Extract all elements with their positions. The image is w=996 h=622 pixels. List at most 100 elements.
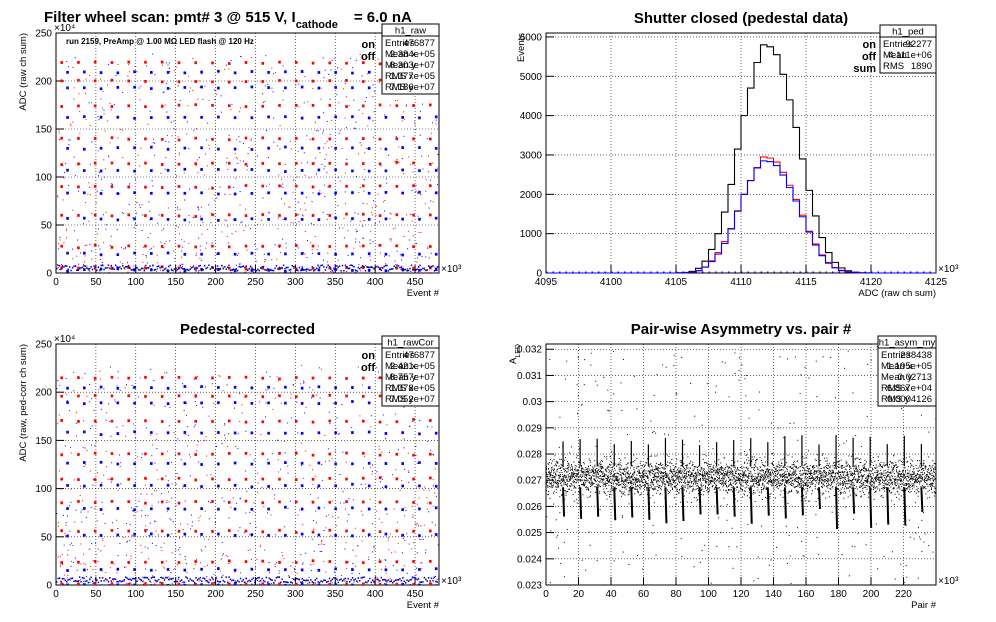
scatter-point: [324, 158, 326, 160]
cluster-mark-on: [429, 184, 432, 188]
asym-point: [604, 491, 606, 493]
scatter-point: [89, 244, 91, 246]
scatter-point: [366, 73, 368, 75]
scatter-point: [346, 270, 348, 272]
scatter-point: [230, 506, 232, 508]
baseline-point: [343, 578, 345, 581]
cluster-mark-off: [401, 533, 404, 537]
cluster-mark-on: [378, 560, 382, 564]
scatter-point: [331, 582, 333, 584]
scatter-point: [395, 469, 397, 471]
cluster-mark-off: [418, 568, 421, 571]
cluster-mark-on: [93, 243, 97, 247]
cluster-mark-on: [60, 453, 63, 457]
scatter-point: [274, 272, 276, 273]
scatter-point: [263, 253, 265, 255]
cluster-mark-on: [144, 419, 147, 423]
baseline-bin: [734, 271, 736, 273]
scatter-point: [176, 473, 178, 475]
baseline-point: [242, 578, 245, 581]
baseline-point: [294, 579, 296, 581]
asym-point: [589, 481, 591, 483]
scatter-point: [328, 514, 330, 516]
stats-value: 476877: [403, 350, 435, 361]
scatter-point: [95, 195, 97, 197]
scatter-point: [117, 63, 119, 65]
asym-point: [649, 470, 651, 472]
baseline-point: [366, 266, 368, 268]
cluster-mark-off: [116, 583, 120, 585]
scatter-point: [189, 475, 191, 477]
scatter-point: [130, 555, 132, 557]
asym-point: [577, 470, 579, 472]
cluster-mark-on: [227, 62, 231, 65]
asym-point: [653, 469, 655, 471]
asym-point: [624, 468, 626, 470]
cluster-mark-on: [395, 420, 399, 424]
cluster-mark-on: [294, 419, 298, 423]
asym-point: [593, 475, 595, 477]
cluster-mark-on: [93, 394, 97, 397]
scatter-point: [191, 525, 193, 527]
scatter-point: [80, 563, 82, 565]
scatter-point: [182, 246, 184, 248]
scatter-point: [113, 103, 115, 105]
scatter-point: [155, 272, 157, 273]
cluster-mark-off: [367, 147, 371, 150]
asym-point: [611, 462, 613, 464]
scatter-point: [340, 574, 342, 576]
scatter-point: [110, 109, 112, 111]
scatter-point: [210, 502, 212, 504]
cluster-mark-on: [227, 80, 231, 84]
asym-point: [669, 461, 671, 463]
scatter-point: [242, 143, 244, 145]
asym-point: [621, 491, 623, 493]
cluster-mark-on: [211, 161, 214, 165]
asym-point: [557, 484, 559, 486]
scatter-point: [316, 249, 318, 251]
scatter-point: [265, 584, 267, 585]
scatter-point: [299, 208, 301, 210]
scatter-point: [232, 497, 234, 499]
scatter-point: [420, 562, 422, 564]
scatter-point: [437, 154, 439, 156]
baseline-point: [287, 266, 289, 269]
asym-point: [634, 470, 636, 472]
cluster-mark-off: [267, 507, 270, 511]
baseline-point: [199, 264, 202, 267]
baseline-bin: [773, 271, 775, 273]
scatter-point: [298, 106, 300, 108]
baseline-point: [78, 267, 81, 270]
asym-point: [637, 478, 639, 480]
cluster-mark-on: [395, 452, 399, 456]
scatter-point: [129, 539, 131, 541]
scatter-point: [337, 259, 339, 261]
asym-point: [646, 475, 648, 477]
scatter-point: [66, 60, 68, 62]
cluster-mark-on: [77, 214, 80, 217]
asym-point: [618, 470, 620, 472]
scatter-point: [431, 426, 433, 428]
asym-point: [674, 482, 676, 484]
baseline-point: [354, 578, 357, 580]
baseline-point: [297, 269, 299, 272]
scatter-point: [98, 175, 100, 177]
cluster-mark-on: [77, 500, 80, 503]
cluster-mark-on: [412, 477, 415, 481]
asym-point: [665, 476, 667, 478]
scatter-point: [179, 100, 181, 102]
scatter-point: [140, 544, 142, 546]
scatter-point: [205, 247, 207, 249]
baseline-point: [265, 576, 268, 579]
cluster-mark-on: [278, 214, 281, 217]
scatter-point: [370, 426, 372, 428]
cluster-mark-off: [99, 87, 103, 91]
asym-point: [686, 476, 688, 478]
scatter-point: [198, 156, 200, 158]
scatter-point: [193, 378, 195, 380]
asym-point: [586, 479, 588, 481]
baseline-point: [124, 576, 127, 578]
scatter-point: [181, 265, 183, 267]
cluster-mark-off: [267, 115, 270, 119]
asym-point: [567, 467, 568, 469]
